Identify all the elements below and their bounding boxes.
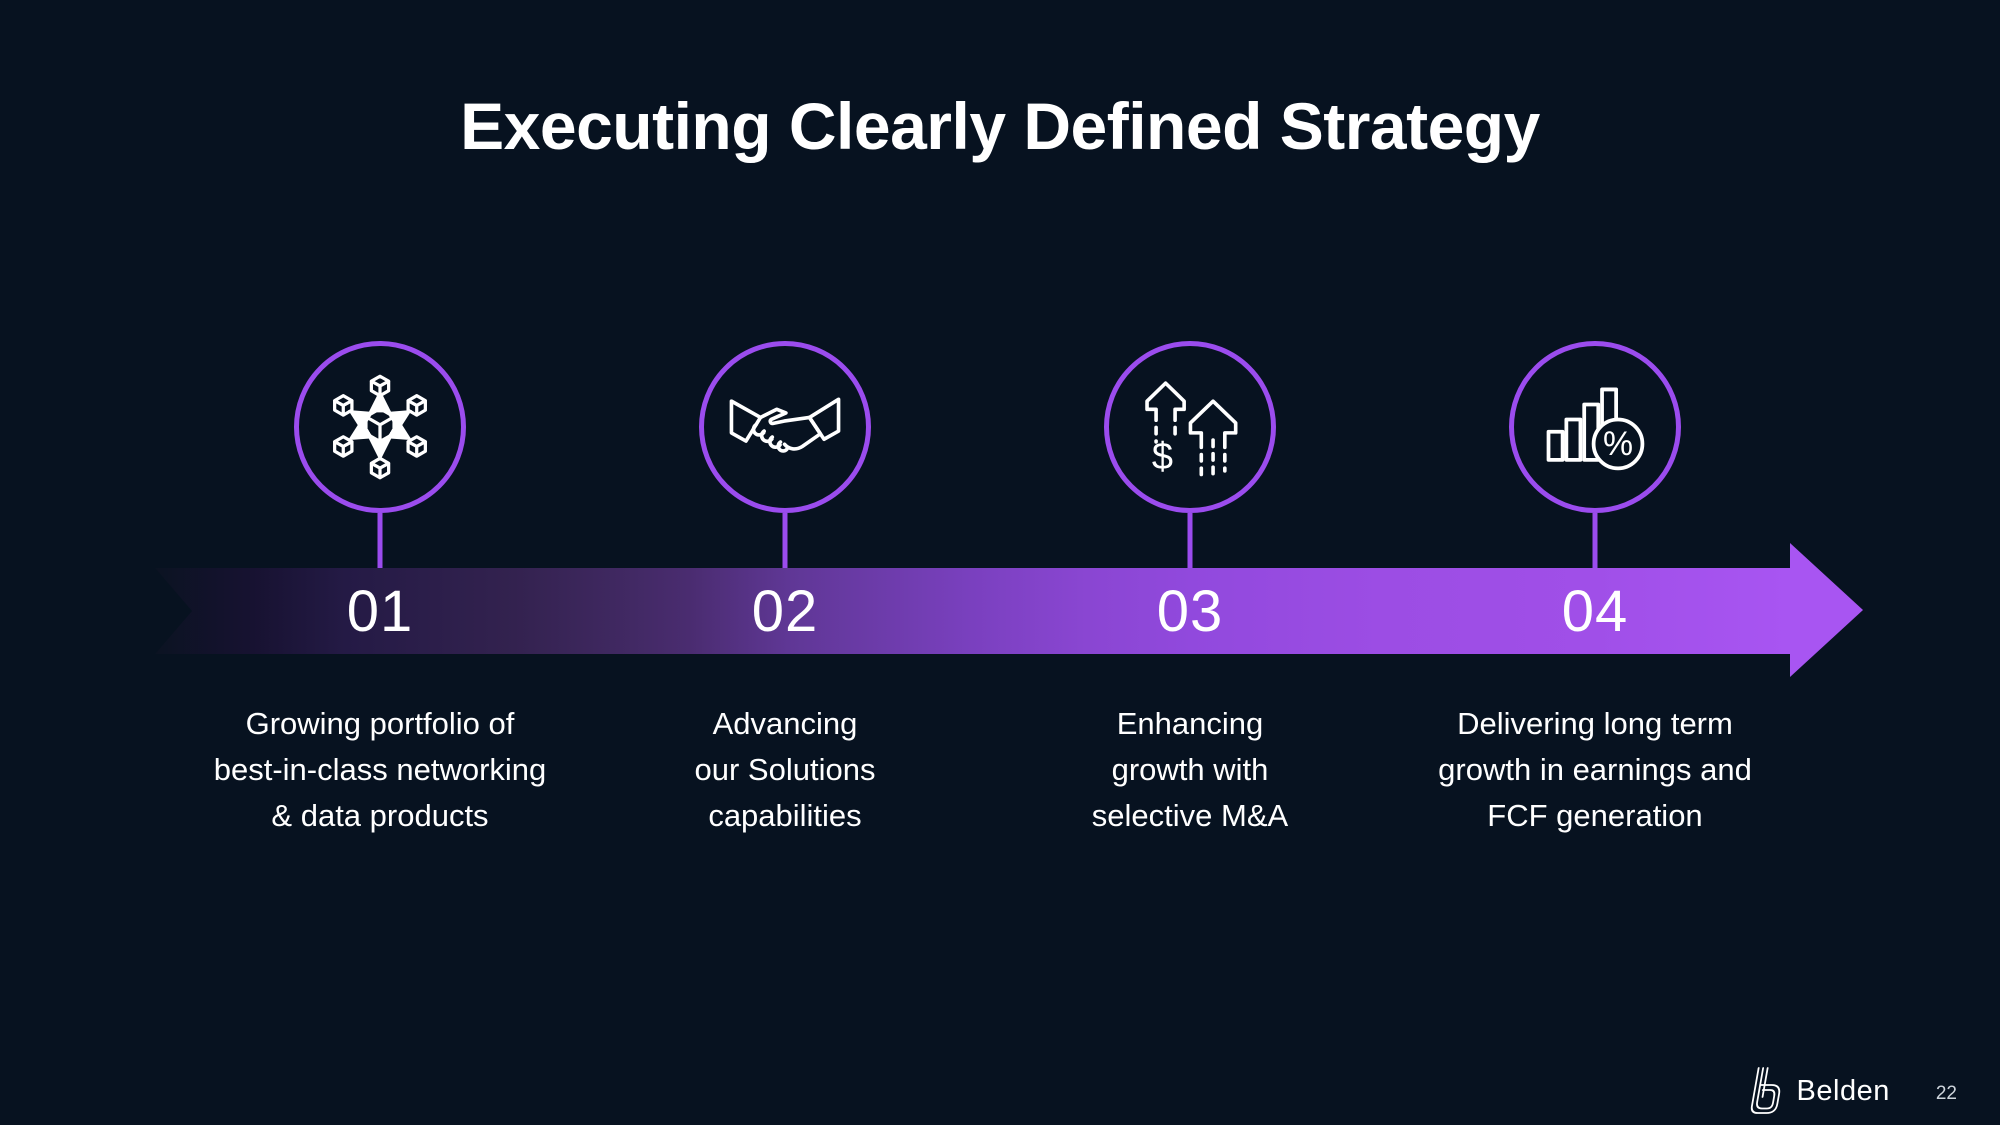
step-2-desc-line-1: Advancing [712,706,858,741]
step-3-connector-line [1187,513,1193,568]
step-4-desc-line-3: FCF generation [1487,798,1703,833]
step-4-desc-line-2: growth in earnings and [1438,752,1752,787]
step-1-description: Growing portfolio of best-in-class netwo… [140,701,620,839]
dollar-glyph: $ [1152,436,1173,478]
slide-title: Executing Clearly Defined Strategy [460,89,1540,163]
percent-glyph: % [1603,425,1633,463]
footer-brand: Belden 22 [1747,1066,1957,1116]
step-1-desc-line-1: Growing portfolio of [245,706,515,741]
belden-wordmark: Belden [1796,1074,1890,1107]
step-2-circle-badge [699,341,871,513]
step-4-description: Delivering long term growth in earnings … [1355,701,1835,839]
step-1-desc-line-2: best-in-class networking [213,752,547,787]
step-4-circle-badge: % [1509,341,1681,513]
step-3-desc-line-2: growth with [1111,752,1269,787]
step-4-number: 04 [1561,578,1629,644]
step-2-number: 02 [751,578,819,644]
step-3-circle-badge: $ [1104,341,1276,513]
step-1-desc-line-3: & data products [271,798,489,833]
step-3-desc-line-1: Enhancing [1116,706,1264,741]
step-3-desc-line-3: selective M&A [1091,798,1289,833]
timeline-arrow-band [155,568,1790,654]
product-network-icon [333,374,427,480]
timeline-arrowhead [1790,543,1863,677]
step-3-description: Enhancing growth with selective M&A [950,701,1430,839]
handshake-icon [729,397,841,453]
timeline-arrow-tail-notch [155,568,192,654]
step-2-desc-line-3: capabilities [708,798,862,833]
step-1-connector-line [377,513,383,568]
step-2-description: Advancing our Solutions capabilities [545,701,1025,839]
page-number: 22 [1935,1083,1957,1104]
step-4-desc-line-1: Delivering long term [1457,706,1733,741]
step-4-connector-line [1592,513,1598,568]
step-2-desc-line-2: our Solutions [694,752,876,787]
step-3-number: 03 [1156,578,1224,644]
step-2-connector-line [782,513,788,568]
belden-logo-icon [1750,1067,1780,1114]
step-1-circle-badge [294,341,466,513]
step-1-number: 01 [346,578,414,644]
dollar-growth-icon: $ [1145,381,1238,479]
bar-chart-percent-icon: % [1546,387,1645,471]
